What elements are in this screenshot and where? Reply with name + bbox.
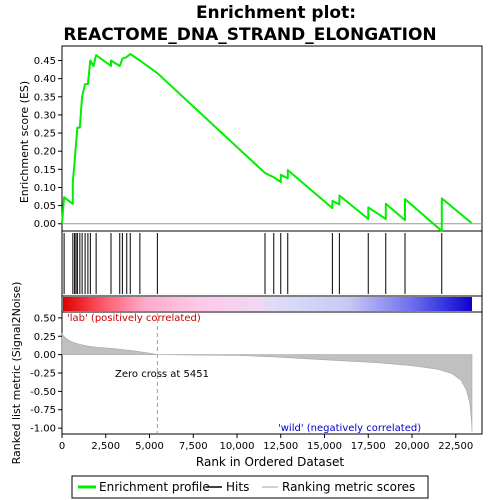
metric-y-tick-label: 0.25 — [34, 332, 56, 343]
es-y-tick-label: 0.00 — [34, 219, 56, 230]
hit-marks — [63, 233, 443, 294]
legend-es-label: Enrichment profile — [99, 480, 210, 494]
es-y-tick-label: 0.40 — [34, 74, 56, 85]
es-y-axis: 0.00 0.05 0.10 0.15 0.20 0.25 0.30 0.35 0.40 0.45 — [34, 56, 62, 230]
metric-axis-title: Ranked list metric (Signal2Noise) — [10, 282, 23, 465]
legend-hits-label: Hits — [226, 480, 249, 494]
legend-metric-label: Ranking metric scores — [282, 480, 415, 494]
legend: Enrichment profile Hits Ranking metric s… — [71, 475, 429, 499]
hits-panel — [61, 230, 483, 297]
es-panel — [61, 45, 483, 232]
x-tick-label: 10,000 — [220, 441, 255, 452]
x-tick-label: 0 — [59, 441, 65, 452]
x-tick-label: 20,000 — [395, 441, 430, 452]
es-y-tick-label: 0.10 — [34, 183, 56, 194]
x-tick-label: 15,000 — [307, 441, 342, 452]
ranking-metric-series — [61, 312, 473, 434]
x-tick-label: 12,500 — [263, 441, 298, 452]
x-tick-label: 2,500 — [91, 441, 120, 452]
chart-title-line1: Enrichment plot: — [196, 3, 356, 23]
x-tick-label: 22,500 — [438, 441, 473, 452]
chart-title-line2: REACTOME_DNA_STRAND_ELONGATION — [63, 25, 436, 45]
x-axis: 0 2,500 5,000 7,500 10,000 12,500 15,000 17,500… — [59, 434, 473, 452]
x-tick-label: 17,500 — [351, 441, 386, 452]
x-tick-label: 5,000 — [135, 441, 164, 452]
es-y-tick-label: 0.05 — [34, 201, 56, 212]
metric-y-tick-label: -0.25 — [30, 369, 56, 380]
metric-y-tick-label: -0.75 — [30, 405, 56, 416]
x-axis-title: Rank in Ordered Dataset — [196, 455, 344, 469]
metric-y-tick-label: 0.50 — [34, 313, 56, 324]
rank-color-gradient — [63, 297, 472, 311]
es-y-tick-label: 0.35 — [34, 92, 56, 103]
enrichment-profile-line — [61, 53, 473, 232]
es-y-tick-label: 0.20 — [34, 147, 56, 158]
es-y-tick-label: 0.15 — [34, 165, 56, 176]
x-tick-label: 7,500 — [179, 441, 208, 452]
positive-correlation-label: 'lab' (positively correlated) — [67, 313, 201, 324]
es-axis-title: Enrichment score (ES) — [18, 81, 31, 203]
enrichment-profile-series — [61, 53, 473, 232]
metric-y-tick-label: -1.00 — [30, 424, 56, 435]
es-y-tick-label: 0.45 — [34, 56, 56, 67]
negative-correlation-label: 'wild' (negatively correlated) — [278, 423, 421, 434]
ranking-metric-area — [61, 332, 473, 432]
es-y-tick-label: 0.25 — [34, 129, 56, 140]
zero-cross-label: Zero cross at 5451 — [115, 369, 209, 380]
metric-y-axis: 0.50 0.25 0.00 -0.25 -0.50 -0.75 -1.00 — [30, 313, 62, 435]
metric-y-tick-label: 0.00 — [34, 350, 56, 361]
metric-y-tick-label: -0.50 — [30, 387, 56, 398]
legend-box — [71, 475, 429, 499]
metric-panel — [61, 311, 483, 435]
es-y-tick-label: 0.30 — [34, 110, 56, 121]
